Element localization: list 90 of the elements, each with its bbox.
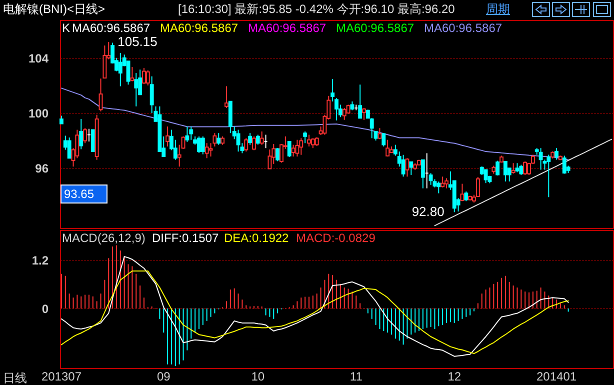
candlestick	[428, 172, 433, 186]
annotation: 93.65	[64, 187, 94, 201]
candlestick	[134, 72, 138, 107]
candlestick	[67, 137, 72, 159]
text: 日线	[3, 371, 27, 385]
candlestick	[310, 138, 315, 149]
candlestick	[166, 126, 170, 147]
candlestick	[440, 176, 445, 188]
annotation: MA60:96.5867	[424, 21, 502, 35]
candlestick	[503, 160, 508, 182]
x-tick-label: 09	[156, 370, 171, 384]
x-tick-label: 10	[251, 370, 265, 384]
x-tick-label: 201307	[41, 370, 82, 384]
chart-title: 电解镍(BNI)<日线>	[3, 1, 106, 18]
candlestick	[444, 178, 448, 189]
candlestick	[252, 136, 256, 151]
annotation: K	[62, 21, 70, 35]
y-tick-label: 1.2	[32, 254, 49, 268]
line-series	[60, 270, 569, 354]
candlestick	[130, 66, 134, 82]
annotation: 92.80	[412, 204, 444, 220]
candlestick	[538, 148, 543, 170]
candlestick	[90, 129, 95, 152]
text: MACD:-0.0829	[296, 231, 376, 245]
candlestick	[102, 44, 107, 78]
candlestick	[189, 126, 194, 140]
y-tick-label: 104	[28, 51, 49, 66]
candlestick	[554, 148, 558, 160]
y-tick-label: 96	[35, 162, 49, 176]
candlestick	[303, 130, 308, 144]
candlestick	[291, 144, 296, 158]
candlestick	[260, 130, 264, 146]
candlestick	[248, 132, 252, 146]
candlestick	[362, 108, 366, 120]
chart-subtitle: [16:10:30] 最新:95.85 -0.42% 今开:96.10 最高:96.20	[178, 1, 455, 18]
annotation: MA60:96.5867	[336, 21, 414, 35]
candlestick	[484, 169, 488, 184]
candlestick	[515, 162, 520, 173]
y-tick-label: 100	[28, 106, 49, 120]
x-tick-label: 12	[448, 370, 462, 384]
candlestick	[307, 134, 311, 147]
candlestick	[256, 134, 260, 146]
candlestick	[236, 129, 240, 152]
candlestick	[216, 132, 221, 146]
series-label: DIFF:0.1507	[152, 231, 220, 245]
annotation: MA60:96.5867	[72, 21, 150, 35]
candlestick	[562, 155, 566, 174]
y-tick-label: 0	[42, 302, 49, 316]
candlestick	[464, 190, 468, 202]
candlestick	[126, 60, 130, 86]
candlestick	[287, 140, 292, 158]
text: 周期	[486, 1, 510, 18]
candlestick	[409, 161, 414, 176]
x-tick-label: 201401	[536, 370, 577, 384]
candlestick	[460, 183, 464, 202]
candlestick	[386, 139, 390, 158]
candlestick	[546, 154, 551, 198]
candlestick	[382, 132, 386, 147]
candlestick	[519, 164, 524, 176]
candlestick	[118, 52, 122, 87]
candlestick	[378, 128, 382, 140]
candlestick	[401, 154, 406, 178]
annotation: MA60:96.5867	[160, 21, 238, 35]
candlestick	[200, 136, 205, 155]
candlestick	[83, 128, 88, 144]
candlestick	[511, 162, 516, 174]
candlestick	[342, 108, 346, 120]
x-tick-label: 11	[350, 370, 363, 384]
annotation: 105.15	[118, 34, 158, 50]
candlestick	[142, 67, 146, 85]
annotation: MA60:96.5867	[248, 21, 326, 35]
candlestick	[197, 136, 201, 154]
candlestick	[224, 86, 228, 109]
line-series	[60, 256, 569, 357]
candlestick	[79, 118, 84, 150]
candlestick	[405, 158, 410, 178]
candlestick	[496, 160, 500, 176]
candlestick	[146, 70, 150, 86]
candlestick	[299, 138, 304, 156]
candlestick	[436, 181, 441, 194]
candlestick	[523, 160, 528, 176]
candlestick	[204, 142, 209, 159]
text: DEA:0.1922	[224, 231, 290, 245]
candlestick	[420, 159, 425, 189]
candlestick	[276, 148, 280, 162]
candlestick	[295, 139, 300, 158]
candlestick	[358, 84, 362, 119]
chart-title: MACD(26,12,9)	[62, 231, 146, 245]
candlestick	[185, 126, 190, 142]
candlestick	[244, 138, 248, 152]
